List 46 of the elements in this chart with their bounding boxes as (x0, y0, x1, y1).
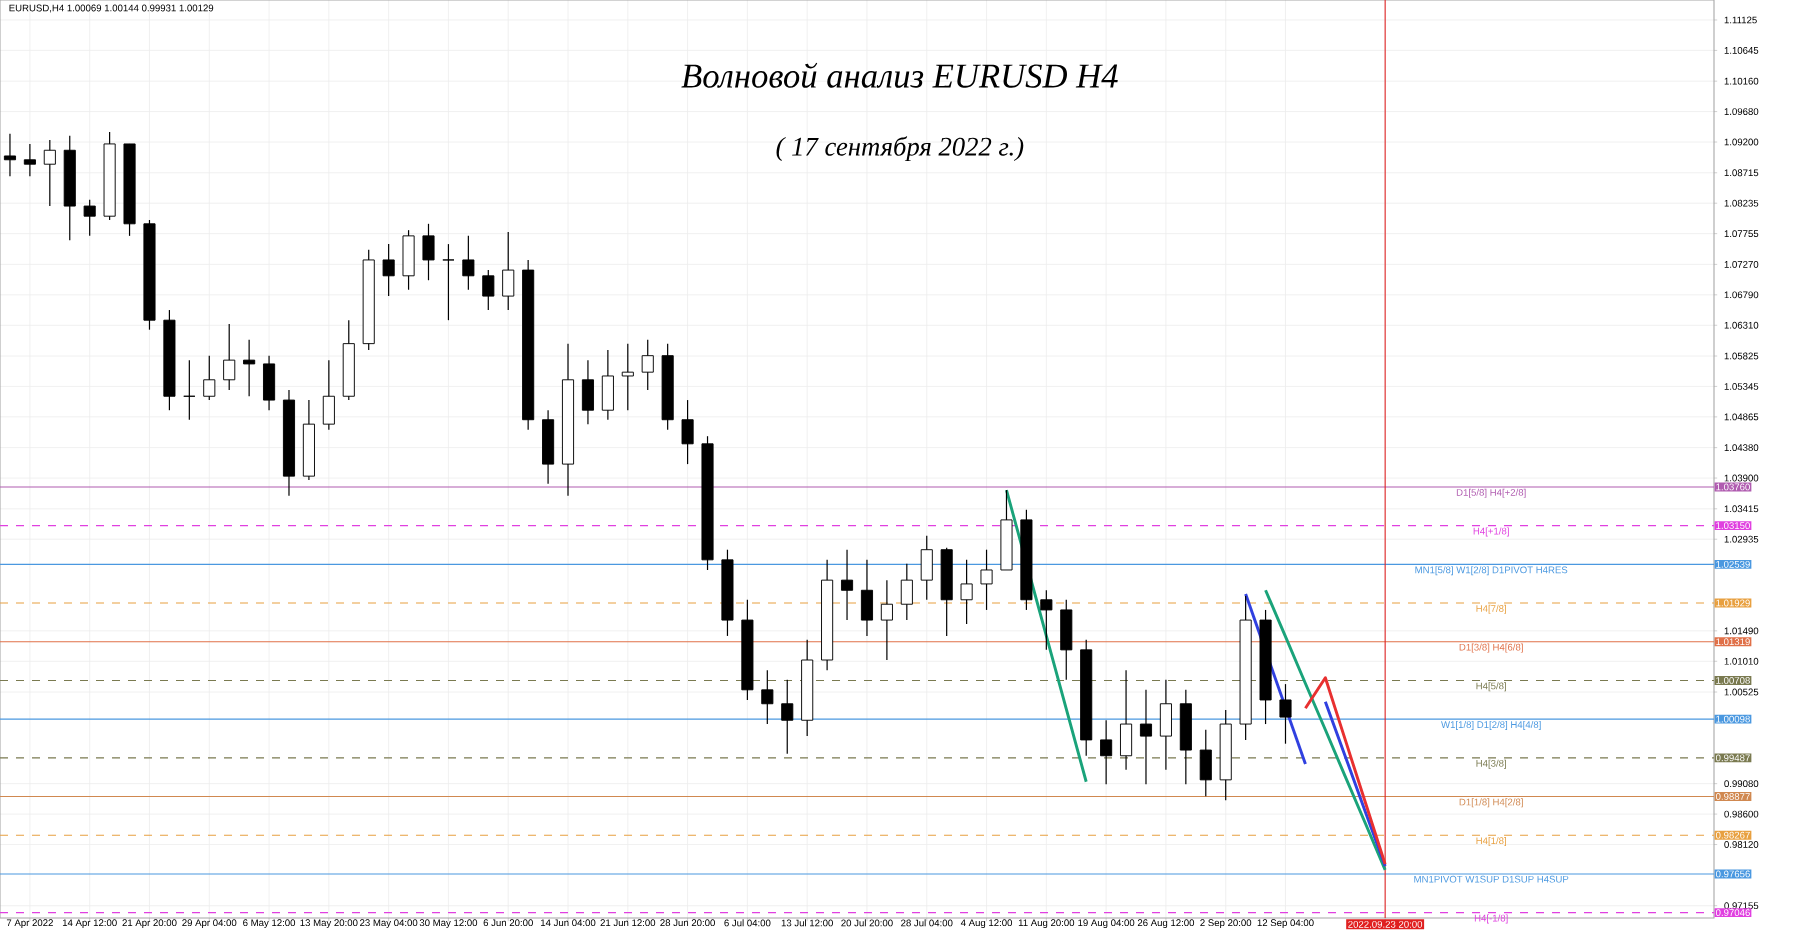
line-series (1303, 676, 1387, 866)
candlestick (601, 349, 614, 421)
candlestick (203, 355, 216, 401)
candlestick (781, 679, 794, 755)
candlestick (581, 359, 594, 425)
candlestick (1179, 689, 1192, 785)
candlestick (980, 549, 993, 611)
candlestick (542, 409, 555, 485)
candlestick (23, 143, 36, 177)
candlestick (1100, 719, 1113, 785)
text: Волновой анализ EURUSD H4 (681, 62, 1118, 88)
candlestick (1060, 599, 1073, 681)
candlestick (422, 223, 435, 281)
candlestick (183, 359, 196, 421)
line-series (1264, 588, 1387, 872)
candlestick (641, 339, 654, 391)
candlestick (402, 229, 415, 291)
candlestick (880, 579, 893, 661)
candlestick (1120, 669, 1133, 771)
candlestick (840, 549, 854, 621)
candlestick (502, 231, 515, 311)
candlestick (761, 669, 774, 725)
candlestick (1159, 679, 1172, 771)
candlestick (243, 339, 256, 397)
line-series (1323, 700, 1387, 868)
candlestick (960, 559, 973, 625)
candlestick (621, 343, 634, 411)
candlestick (482, 269, 495, 311)
candlestick (1279, 683, 1292, 745)
candlestick (1040, 589, 1053, 651)
candlestick (462, 235, 475, 291)
candlestick (223, 323, 236, 391)
candlestick (681, 399, 694, 465)
candlestick (900, 563, 913, 621)
candlestick (322, 359, 335, 431)
candlestick (43, 139, 56, 207)
candlestick (263, 355, 276, 411)
candlestick (1139, 689, 1153, 785)
candlestick (83, 199, 96, 237)
candlestick (1199, 729, 1212, 797)
text: ( 17 сентября 2022 г.) (776, 136, 1024, 162)
candlestick (860, 559, 874, 637)
candlestick (3, 133, 17, 177)
candlestick (382, 243, 395, 297)
candlestick (920, 535, 933, 601)
candlestick (442, 243, 455, 321)
